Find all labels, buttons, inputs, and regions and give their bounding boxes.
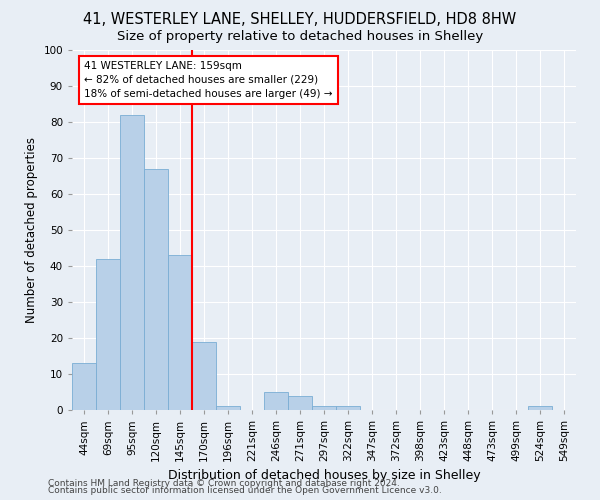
- Text: Contains HM Land Registry data © Crown copyright and database right 2024.: Contains HM Land Registry data © Crown c…: [48, 478, 400, 488]
- Text: 41, WESTERLEY LANE, SHELLEY, HUDDERSFIELD, HD8 8HW: 41, WESTERLEY LANE, SHELLEY, HUDDERSFIEL…: [83, 12, 517, 28]
- Bar: [120, 115, 144, 410]
- Bar: [264, 392, 288, 410]
- Bar: [192, 342, 216, 410]
- Bar: [528, 406, 552, 410]
- Bar: [312, 406, 336, 410]
- Y-axis label: Number of detached properties: Number of detached properties: [25, 137, 38, 323]
- Text: 41 WESTERLEY LANE: 159sqm
← 82% of detached houses are smaller (229)
18% of semi: 41 WESTERLEY LANE: 159sqm ← 82% of detac…: [85, 61, 333, 99]
- Bar: [72, 363, 96, 410]
- Bar: [96, 259, 120, 410]
- Bar: [336, 406, 360, 410]
- Text: Contains public sector information licensed under the Open Government Licence v3: Contains public sector information licen…: [48, 486, 442, 495]
- Text: Size of property relative to detached houses in Shelley: Size of property relative to detached ho…: [117, 30, 483, 43]
- Bar: [144, 169, 168, 410]
- Bar: [168, 255, 192, 410]
- Bar: [288, 396, 312, 410]
- Bar: [216, 406, 240, 410]
- X-axis label: Distribution of detached houses by size in Shelley: Distribution of detached houses by size …: [167, 470, 481, 482]
